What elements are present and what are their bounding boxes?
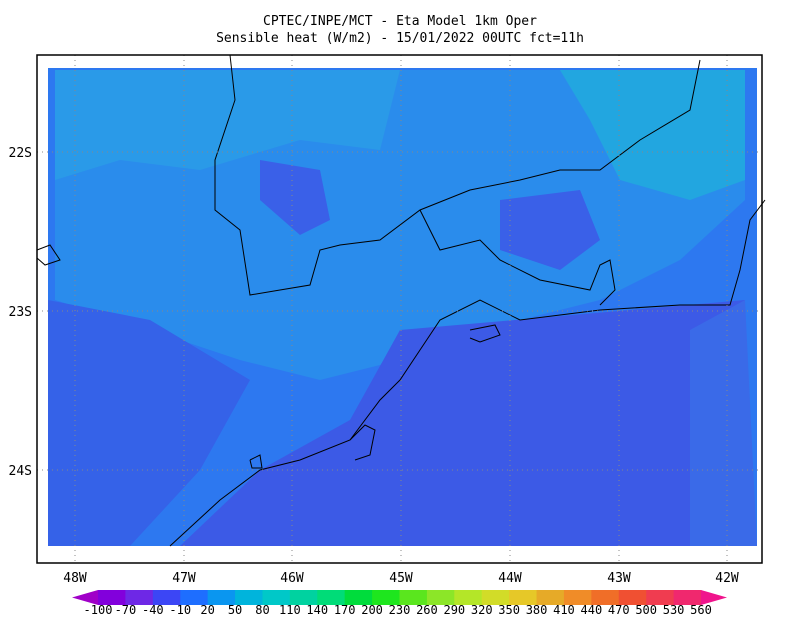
title-line-2: Sensible heat (W/m2) - 15/01/2022 00UTC …	[216, 31, 584, 46]
lon-label: 48W	[63, 571, 87, 586]
lat-label: 23S	[9, 305, 32, 320]
colorbar-label: -70	[115, 603, 137, 617]
colorbar-label: 230	[389, 603, 411, 617]
colorbar-end	[72, 590, 98, 605]
colorbar-label: 290	[443, 603, 465, 617]
field-ne	[560, 70, 745, 200]
colorbar-box	[426, 590, 455, 605]
colorbar-label: -100	[84, 603, 113, 617]
colorbar-label: 440	[581, 603, 603, 617]
colorbar-label: 170	[334, 603, 356, 617]
colorbar-box	[317, 590, 346, 605]
coastline	[169, 199, 766, 547]
colorbar-label: 260	[416, 603, 438, 617]
field-patch	[500, 190, 600, 270]
field-north	[55, 70, 400, 180]
colorbar-box	[509, 590, 538, 605]
lat-labels: 22S 23S 24S	[9, 146, 32, 479]
colorbar-box	[536, 590, 565, 605]
colorbar-box	[180, 590, 209, 605]
state-border	[214, 54, 701, 296]
colorbar-box	[591, 590, 620, 605]
lon-label: 42W	[715, 571, 739, 586]
colorbar-box	[481, 590, 510, 605]
field-east	[690, 300, 757, 546]
colorbar-label: 20	[200, 603, 214, 617]
colorbar-box	[98, 590, 126, 605]
colorbar-box	[454, 590, 483, 605]
lat-label: 22S	[9, 146, 32, 161]
colorbar-box	[125, 590, 154, 605]
colorbar-box	[563, 590, 592, 605]
colorbar-label: -10	[169, 603, 191, 617]
colorbar-box	[289, 590, 318, 605]
island	[469, 324, 501, 343]
colorbar-box	[618, 590, 647, 605]
map-frame	[36, 54, 763, 564]
colorbar-label: 410	[553, 603, 575, 617]
grid	[37, 55, 762, 563]
colorbar-label: 200	[361, 603, 383, 617]
colorbar-label: 140	[306, 603, 328, 617]
lat-label: 24S	[9, 464, 32, 479]
colorbar-label: 470	[608, 603, 630, 617]
colorbar-box	[372, 590, 400, 605]
colorbar-label: 500	[635, 603, 657, 617]
lon-label: 45W	[389, 571, 413, 586]
colorbar-box	[646, 590, 675, 605]
colorbar-end	[701, 590, 727, 605]
coastlines	[36, 54, 766, 547]
colorbar-label: 350	[498, 603, 520, 617]
island	[349, 424, 376, 461]
colorbar-box	[207, 590, 236, 605]
lon-label: 47W	[172, 571, 196, 586]
colorbar-box	[673, 590, 702, 605]
colorbar-box	[152, 590, 181, 605]
lon-label: 43W	[607, 571, 631, 586]
island	[249, 454, 263, 469]
colorbar-label: 110	[279, 603, 301, 617]
title-line-1: CPTEC/INPE/MCT - Eta Model 1km Oper	[263, 14, 537, 29]
state-border	[419, 209, 616, 306]
lon-label: 44W	[498, 571, 522, 586]
colorbar: -100 -70 -40 -10 20 50 80 110 140 170 200 230 260 290…	[72, 590, 727, 617]
colorbar-label: -40	[142, 603, 164, 617]
lon-labels: 48W 47W 46W 45W 44W 43W 42W	[63, 571, 739, 586]
colorbar-box	[262, 590, 291, 605]
colorbar-box	[344, 590, 373, 605]
field-patch	[260, 160, 330, 235]
colorbar-box	[235, 590, 263, 605]
colorbar-label: 50	[228, 603, 242, 617]
lon-label: 46W	[280, 571, 304, 586]
colorbar-label: 530	[663, 603, 685, 617]
colorbar-label: 380	[526, 603, 548, 617]
island	[36, 244, 61, 266]
field-sw	[48, 300, 250, 546]
field-sea	[180, 300, 745, 546]
colorbar-box	[399, 590, 428, 605]
colorbar-label: 560	[690, 603, 712, 617]
colorbar-label: 320	[471, 603, 493, 617]
colorbar-label: 80	[255, 603, 269, 617]
